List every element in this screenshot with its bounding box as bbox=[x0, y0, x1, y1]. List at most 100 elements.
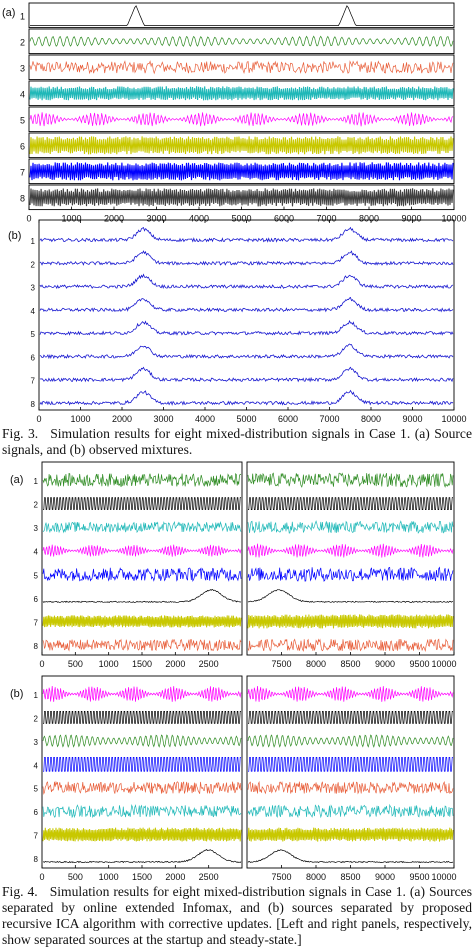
fig3b-mixture-trace bbox=[39, 296, 454, 313]
fig3a-signal-trace bbox=[29, 60, 454, 75]
fig4-panel_b-right-trace bbox=[247, 734, 454, 748]
fig3b-x-tick-label: 4000 bbox=[195, 414, 215, 424]
fig4-panel_b-left-x-tick-label: 500 bbox=[68, 872, 83, 882]
fig3b-mixture-trace bbox=[39, 319, 454, 336]
fig4-panel_a-right-trace bbox=[247, 566, 454, 582]
fig4-panel_b-row-label: 2 bbox=[34, 714, 39, 723]
fig4-panel_a-left-x-tick-label: 2000 bbox=[165, 659, 185, 669]
fig3a-row-label: 4 bbox=[20, 89, 25, 99]
fig4-panel_a-row-label: 1 bbox=[34, 477, 39, 486]
fig3a-row-label: 6 bbox=[20, 141, 25, 151]
fig4-panel_b-row-label: 3 bbox=[34, 738, 39, 747]
fig4-panel_a-right-trace bbox=[247, 472, 454, 488]
fig3a-x-tick-label: 6000 bbox=[274, 214, 294, 224]
fig4-panel_b-left-trace bbox=[43, 711, 241, 724]
fig4-panel_b-right-x-tick-label: 9500 bbox=[409, 872, 429, 882]
fig4-panel_a-left-trace bbox=[42, 567, 242, 582]
fig4-panel_b-panel-label: (b) bbox=[10, 688, 23, 700]
fig3b-x-tick-label: 0 bbox=[36, 414, 41, 424]
fig4-panel_a-right-x-tick-label: 8500 bbox=[340, 659, 360, 669]
fig3a-row-frame bbox=[28, 2, 455, 29]
fig3a-row-label: 3 bbox=[20, 63, 25, 73]
fig4-panel_a-row-label: 3 bbox=[34, 524, 39, 533]
fig3a-row-label: 2 bbox=[20, 37, 25, 47]
fig3a-x-tick-label: 7000 bbox=[316, 214, 336, 224]
fig4-panel_b-right-x-tick-label: 8500 bbox=[340, 872, 360, 882]
fig4-panel_b-left-x-tick-label: 1500 bbox=[132, 872, 152, 882]
fig4-panel_b-right-trace bbox=[247, 685, 454, 702]
fig3a-x-tick-label: 9000 bbox=[401, 214, 421, 224]
fig3a-signal-trace bbox=[29, 112, 454, 127]
fig3a-row-frame bbox=[28, 106, 455, 133]
fig3a-signal-trace bbox=[29, 35, 454, 47]
fig3a-row-frame bbox=[28, 158, 455, 185]
fig4-caption-text: Simulation results for eight mixed-distr… bbox=[2, 884, 472, 947]
fig4-panel_b-right-x-tick-label: 10000 bbox=[431, 872, 456, 882]
fig4-panel_a-right-x-tick-label: 7500 bbox=[271, 659, 291, 669]
fig4-panel_b-row-label: 8 bbox=[34, 855, 39, 864]
fig4-panel_b-row-label: 6 bbox=[34, 808, 39, 817]
fig3b-frame bbox=[38, 219, 455, 411]
fig4-panel_b-left-x-tick-label: 1000 bbox=[99, 872, 119, 882]
fig4-panel_a-left-x-tick-label: 2500 bbox=[199, 659, 219, 669]
fig3a-signal-trace bbox=[29, 188, 454, 207]
fig4-panel_a-left-x-tick-label: 500 bbox=[68, 659, 83, 669]
fig3b-mixture-trace bbox=[39, 273, 454, 290]
fig4-panel_b-row-label: 1 bbox=[34, 691, 39, 700]
fig4-panel_a-left-x-tick-label: 1500 bbox=[132, 659, 152, 669]
fig4-panel_a-left-trace bbox=[42, 544, 242, 557]
fig3a-x-tick-label: 0 bbox=[26, 214, 31, 224]
fig3a-panel-label: (a) bbox=[2, 7, 15, 19]
fig3b-panel-label: (b) bbox=[8, 230, 21, 242]
fig4-panel_a-right-trace bbox=[247, 543, 454, 558]
fig3a-row-label: 1 bbox=[20, 11, 25, 21]
fig3b-row-label: 7 bbox=[31, 377, 36, 386]
fig3a-row-frame bbox=[28, 80, 455, 107]
fig4-panel_b-right-trace bbox=[248, 711, 453, 724]
fig4-panel_b-row-label: 7 bbox=[34, 832, 39, 841]
fig3-caption-text: Simulation results for eight mixed-distr… bbox=[2, 426, 472, 457]
fig3a-x-tick-label: 10000 bbox=[441, 214, 466, 224]
fig3b-mixture-trace bbox=[39, 366, 454, 383]
fig3b-row-label: 3 bbox=[31, 284, 36, 293]
fig4-panel_a-left-x-tick-label: 1000 bbox=[99, 659, 119, 669]
fig3b-row-label: 4 bbox=[31, 307, 36, 316]
fig3b-x-tick-label: 7000 bbox=[319, 414, 339, 424]
fig4-panel_b-left-x-tick-label: 2500 bbox=[199, 872, 219, 882]
fig4-panel_b-left-trace bbox=[42, 848, 242, 864]
fig3-caption: Fig. 3. Simulation results for eight mixe… bbox=[2, 426, 472, 458]
fig3a-row-frame bbox=[28, 54, 455, 81]
fig3a-x-tick-label: 8000 bbox=[359, 214, 379, 224]
fig4-panel_a-right-trace bbox=[247, 638, 454, 652]
fig3b-x-tick-label: 10000 bbox=[441, 414, 466, 424]
fig3b-row-label: 6 bbox=[31, 353, 36, 362]
fig3a-x-tick-label: 4000 bbox=[189, 214, 209, 224]
fig3b-row-label: 2 bbox=[31, 260, 36, 269]
fig3b-mixture-trace bbox=[39, 389, 454, 406]
fig4-panel_a-row-label: 8 bbox=[34, 642, 39, 651]
fig4-panel_b-left-trace bbox=[43, 756, 241, 772]
fig3b-x-tick-label: 1000 bbox=[70, 414, 90, 424]
fig3a-row-label: 8 bbox=[20, 193, 25, 203]
fig3b-row-label: 8 bbox=[31, 400, 36, 409]
fig4-panel_b-row-label: 4 bbox=[34, 761, 39, 770]
fig4-panel_a-left-trace bbox=[42, 473, 242, 488]
fig3a-signal-trace bbox=[29, 86, 454, 101]
fig4-panel_a-left-trace bbox=[42, 520, 242, 534]
fig4-panel_a-right-x-tick-label: 9500 bbox=[409, 659, 429, 669]
fig3b-mixture-trace bbox=[39, 226, 454, 243]
fig4-panel_a-left-x-tick-label: 0 bbox=[39, 659, 44, 669]
fig4-panel_b-left-trace bbox=[42, 827, 242, 842]
fig3b-row-label: 1 bbox=[31, 237, 36, 246]
fig4-panel_b-right-x-tick-label: 7500 bbox=[271, 872, 291, 882]
fig3b-x-tick-label: 3000 bbox=[153, 414, 173, 424]
fig4-panel_a-right-trace bbox=[247, 589, 454, 603]
fig4-panel_b-left-trace bbox=[42, 780, 242, 795]
fig4-panel_a-row-label: 6 bbox=[34, 595, 39, 604]
fig4-panel_b-right-trace bbox=[247, 849, 454, 864]
fig3a-row-frame bbox=[28, 28, 455, 55]
fig3b-mixture-trace bbox=[39, 250, 454, 266]
fig4-panel_b-right-trace bbox=[247, 780, 454, 795]
fig4-panel_b-left-trace bbox=[42, 685, 242, 702]
